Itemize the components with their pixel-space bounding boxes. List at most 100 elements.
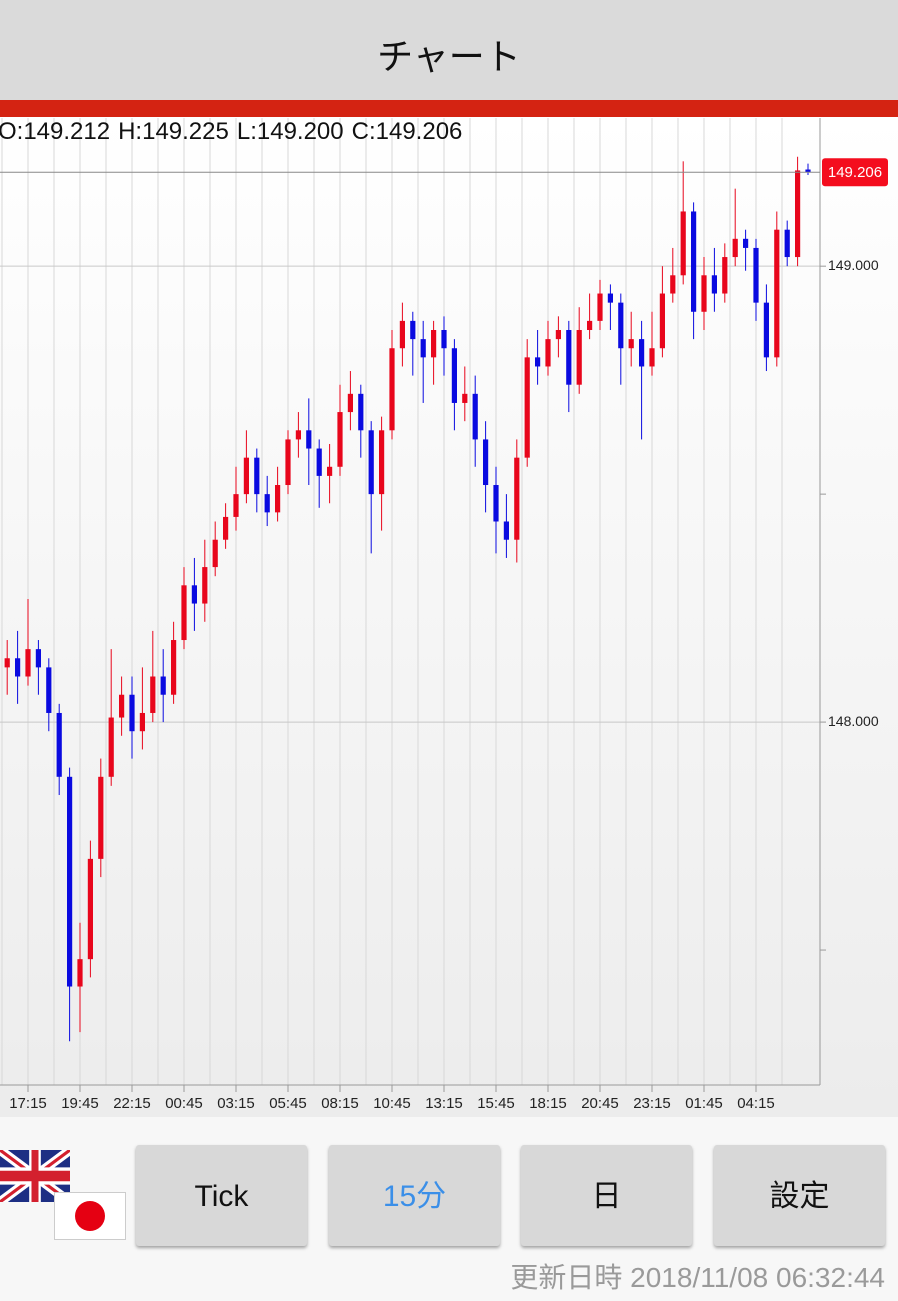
candle-body bbox=[171, 640, 177, 695]
x-tick-label: 18:15 bbox=[529, 1095, 567, 1112]
update-timestamp: 2018/11/08 06:32:44 bbox=[630, 1262, 885, 1293]
x-tick-label: 08:15 bbox=[321, 1095, 359, 1112]
candle-body bbox=[275, 485, 281, 513]
candle-body bbox=[597, 293, 603, 321]
candle-body bbox=[420, 339, 426, 358]
candle-body bbox=[555, 330, 561, 340]
candle-body bbox=[160, 676, 166, 695]
candle-body bbox=[795, 170, 801, 258]
ohlc-value: O:149.212 bbox=[0, 118, 110, 145]
candle-body bbox=[722, 257, 728, 294]
candle-body bbox=[691, 211, 697, 312]
candle-body bbox=[774, 229, 780, 358]
candle-body bbox=[337, 412, 343, 467]
chart-background bbox=[0, 117, 898, 1117]
candle-body bbox=[191, 585, 197, 604]
last-price-badge bbox=[822, 158, 888, 187]
candle-body bbox=[659, 293, 665, 349]
x-tick-label: 03:15 bbox=[217, 1095, 255, 1112]
uk-flag[interactable] bbox=[0, 1150, 70, 1202]
candle-body bbox=[212, 539, 218, 568]
screen-title: チャート bbox=[377, 37, 521, 78]
candle-body bbox=[545, 339, 551, 367]
candle-body bbox=[119, 694, 125, 718]
candle-body bbox=[566, 330, 572, 385]
candle-body bbox=[243, 457, 249, 495]
candle-body bbox=[732, 238, 738, 258]
candle-body bbox=[399, 320, 405, 349]
y-tick-label: 149.000 bbox=[828, 257, 879, 273]
ohlc-value: C:149.206 bbox=[352, 118, 463, 145]
candle-body bbox=[67, 776, 73, 987]
candle-body bbox=[35, 649, 41, 668]
candle-body bbox=[139, 712, 145, 732]
candle-body bbox=[628, 339, 634, 349]
candle-body bbox=[389, 348, 395, 431]
candle-body bbox=[4, 658, 10, 668]
candle-body bbox=[306, 430, 312, 449]
candle-body bbox=[805, 169, 811, 173]
candle-body bbox=[639, 339, 645, 367]
candle-body bbox=[15, 658, 21, 677]
update-time: 更新日時 2018/11/08 06:32:44 bbox=[510, 1256, 885, 1296]
candle-body bbox=[503, 521, 509, 540]
chart: 17:15 19:45 22:15 00:45 03:15 05:45 08:15 10:45… bbox=[0, 117, 898, 1117]
candle-body bbox=[98, 776, 104, 859]
ohlc-readout: O:149.212 H:149.225 L:149.200 C:149.206 bbox=[0, 118, 462, 145]
candle-body bbox=[535, 357, 541, 367]
candle-body bbox=[46, 667, 52, 713]
x-tick-label: 17:15 bbox=[9, 1095, 47, 1112]
x-tick-label: 15:45 bbox=[477, 1095, 515, 1112]
day-button[interactable]: 日 bbox=[521, 1145, 692, 1246]
candle-body bbox=[743, 238, 749, 248]
candle-body bbox=[56, 712, 62, 777]
candle-body bbox=[77, 959, 83, 987]
fifteen-min-button[interactable]: 15分 bbox=[329, 1145, 500, 1246]
title-bar: チャート bbox=[0, 0, 898, 100]
candle-body bbox=[483, 439, 489, 486]
last-price-label: 149.206 bbox=[828, 164, 882, 181]
candle-body bbox=[618, 302, 624, 349]
settings-button[interactable]: 設定 bbox=[714, 1145, 885, 1246]
x-tick-label: 01:45 bbox=[685, 1095, 723, 1112]
candle-body bbox=[254, 457, 260, 495]
candle-body bbox=[347, 393, 353, 413]
candle-body bbox=[181, 585, 187, 641]
candle-body bbox=[233, 494, 239, 517]
candle-body bbox=[784, 229, 790, 258]
candle-body bbox=[462, 393, 468, 403]
candle-body bbox=[327, 466, 333, 476]
candle-body bbox=[316, 448, 322, 476]
x-tick-label: 13:15 bbox=[425, 1095, 463, 1112]
candle-body bbox=[358, 393, 364, 431]
candle-body bbox=[108, 717, 114, 777]
candle-body bbox=[753, 247, 759, 303]
y-tick-label: 148.000 bbox=[828, 713, 879, 729]
candle-body bbox=[576, 330, 582, 385]
candle-body bbox=[150, 676, 156, 713]
candle-body bbox=[587, 320, 593, 331]
update-label: 更新日時 bbox=[510, 1262, 623, 1293]
x-tick-label: 00:45 bbox=[165, 1095, 203, 1112]
candle-body bbox=[25, 649, 31, 677]
tick-button[interactable]: Tick bbox=[136, 1145, 307, 1246]
x-tick-label: 10:45 bbox=[373, 1095, 411, 1112]
x-tick-label: 05:45 bbox=[269, 1095, 307, 1112]
x-tick-label: 04:15 bbox=[737, 1095, 775, 1112]
candle-body bbox=[129, 694, 135, 732]
candle-body bbox=[607, 293, 613, 303]
japan-flag[interactable] bbox=[54, 1192, 126, 1240]
candle-body bbox=[410, 320, 416, 340]
candle-body bbox=[379, 430, 385, 495]
candle-body bbox=[670, 275, 676, 294]
accent-bar bbox=[0, 100, 898, 117]
candle-body bbox=[472, 393, 478, 440]
candle-body bbox=[368, 430, 374, 495]
candle-body bbox=[763, 302, 769, 358]
candle-body bbox=[441, 330, 447, 349]
candle-body bbox=[701, 275, 707, 312]
candle-body bbox=[223, 516, 229, 540]
candle-body bbox=[285, 439, 291, 486]
ohlc-value: L:149.200 bbox=[237, 118, 344, 145]
